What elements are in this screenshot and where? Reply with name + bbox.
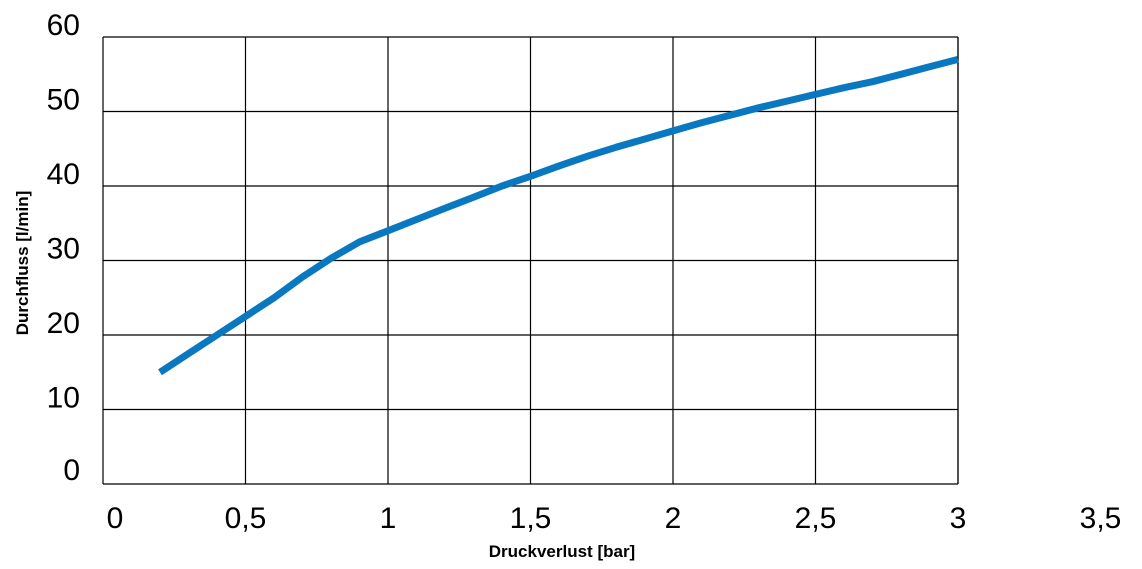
x-tick-label: 2,5 [795, 502, 837, 535]
y-tick-label: 20 [47, 307, 80, 340]
y-tick-label: 0 [63, 454, 80, 487]
plot-frame [102, 36, 959, 485]
x-tick-label: 3 [950, 502, 967, 535]
y-tick-label: 60 [47, 9, 80, 42]
y-tick-labels: 0 10 20 30 40 50 60 [47, 9, 80, 487]
series-line [158, 56, 959, 376]
y-tick-label: 50 [47, 84, 80, 117]
x-tick-label: 3,5 [1080, 502, 1122, 535]
x-tick-label: 0 [107, 502, 124, 535]
x-axis-label: Druckverlust [bar] [489, 542, 635, 561]
x-tick-label: 1 [380, 502, 397, 535]
x-tick-labels: 0 0,5 1 1,5 2 2,5 3 3,5 [107, 502, 1122, 535]
x-tick-label: 1,5 [510, 502, 552, 535]
x-tick-label: 2 [665, 502, 682, 535]
grid [103, 37, 959, 484]
y-tick-label: 30 [47, 233, 80, 266]
y-tick-label: 10 [47, 382, 80, 415]
x-tick-label: 0,5 [225, 502, 267, 535]
series-group [158, 56, 959, 376]
y-axis-label: Durchfluss [l/min] [13, 191, 32, 336]
y-tick-label: 40 [47, 158, 80, 191]
